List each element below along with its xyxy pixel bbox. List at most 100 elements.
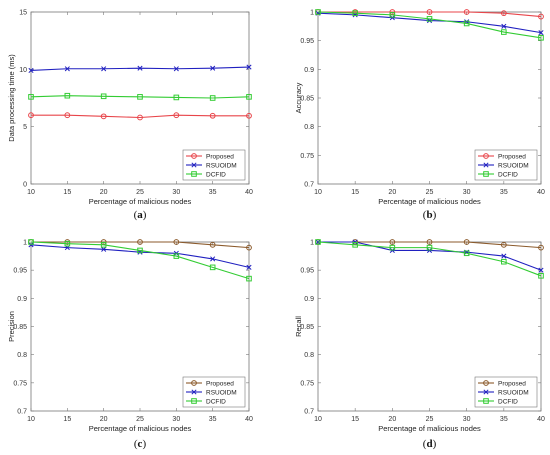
data-point: [426, 247, 433, 254]
data-point: [501, 258, 507, 265]
data-point: [101, 66, 107, 72]
data-point: [538, 13, 544, 20]
x-tick-label: 25: [426, 416, 434, 423]
x-tick-label: 20: [100, 189, 108, 196]
legend-marker: [191, 162, 197, 168]
y-tick-label: 15: [19, 10, 27, 17]
y-tick-label: 0.7: [17, 409, 27, 416]
chart-panel-a: 0 5 10 15 10 15 20 25 30 35 40 Percentage of malici…: [7, 10, 253, 222]
y-axis-label: Accuracy: [294, 82, 303, 113]
y-tick-label: 1: [310, 10, 314, 17]
y-tick-label: 0.8: [304, 124, 314, 131]
data-point: [352, 242, 358, 248]
y-tick-label: 0.85: [13, 324, 27, 331]
series-line: [31, 114, 249, 119]
data-point: [210, 65, 216, 71]
x-tick-label: 25: [136, 416, 144, 423]
panel-caption-letter: a: [137, 209, 143, 221]
legend-marker: [191, 389, 197, 395]
data-point: [64, 92, 71, 99]
legend-marker: [191, 171, 197, 177]
data-point: [246, 64, 252, 70]
legend-entry: Proposed: [206, 153, 234, 160]
data-point: [209, 241, 216, 248]
series-rsuoidm: [315, 239, 544, 273]
panel-caption: (d): [423, 438, 437, 450]
x-axis-label: Percentage of malicious nodes: [378, 197, 481, 206]
series-rsuoidm: [28, 64, 252, 74]
data-point: [100, 113, 107, 120]
x-tick-label: 40: [245, 189, 253, 196]
legend-marker: [191, 380, 197, 386]
x-tick-label: 15: [63, 189, 71, 196]
series-line: [30, 95, 250, 99]
data-point: [501, 23, 507, 29]
legend-entry: DCFID: [498, 171, 518, 178]
data-point: [64, 240, 71, 247]
data-point: [28, 67, 34, 74]
y-tick-label: 0.75: [300, 380, 314, 387]
x-tick-label: 15: [63, 416, 71, 423]
series-line: [317, 11, 542, 39]
panel-caption: (b): [423, 209, 437, 221]
y-tick-label: 0.7: [304, 409, 314, 416]
data-point: [389, 247, 395, 254]
panel-caption: (a): [134, 209, 147, 221]
y-tick-label: 0.9: [17, 296, 27, 303]
legend-entry: Proposed: [498, 380, 526, 387]
x-tick-label: 35: [500, 189, 508, 196]
data-point: [426, 16, 433, 22]
x-tick-label: 10: [27, 416, 35, 423]
x-tick-label: 25: [426, 189, 434, 196]
legend: Proposed RSUOIDM DCFID: [182, 149, 246, 181]
legend-entry: RSUOIDM: [498, 389, 529, 396]
legend-marker: [483, 171, 489, 177]
x-tick-label: 10: [314, 416, 322, 423]
data-point: [315, 9, 321, 15]
data-point: [28, 94, 34, 100]
x-tick-label: 25: [136, 189, 144, 196]
legend-marker: [483, 398, 489, 404]
chart-panel-c: 0.7 0.75 0.8 0.85 0.9 0.95 1 10 15 20 25 30 35 40 Perc…: [7, 239, 253, 450]
y-tick-label: 0.75: [13, 380, 27, 387]
chart-panel-b: 0.7 0.75 0.8 0.85 0.9 0.95 1 10 15 20 25 30 35 40 Perc…: [294, 9, 545, 221]
x-tick-label: 10: [27, 189, 35, 196]
y-tick-label: 0.95: [13, 268, 27, 275]
data-point: [389, 12, 396, 18]
legend-marker: [483, 153, 489, 159]
y-axis-label: Recall: [294, 316, 303, 337]
x-tick-label: 30: [172, 189, 180, 196]
data-point: [389, 239, 396, 245]
data-point: [100, 93, 107, 100]
data-point: [246, 275, 252, 282]
legend-entry: DCFID: [206, 398, 226, 405]
y-tick-label: 1: [310, 240, 314, 247]
data-point: [426, 239, 433, 245]
data-point: [538, 30, 544, 36]
data-point: [500, 10, 507, 17]
legend-entry: Proposed: [498, 153, 526, 160]
x-tick-label: 15: [351, 416, 359, 423]
y-tick-label: 0.85: [300, 96, 314, 103]
data-point: [137, 247, 143, 254]
legend: Proposed RSUOIDM DCFID: [474, 376, 538, 408]
data-point: [538, 267, 544, 273]
data-point: [210, 256, 216, 262]
data-point: [173, 112, 180, 119]
y-tick-label: 0.7: [304, 182, 314, 189]
series-line: [317, 241, 542, 277]
y-tick-label: 0.9: [304, 296, 314, 303]
series-line: [30, 241, 250, 280]
data-point: [538, 273, 544, 279]
series-line: [31, 241, 250, 249]
chart-panel-d: 0.7 0.75 0.8 0.85 0.9 0.95 1 10 15 20 25 30 35 40 Perc…: [294, 239, 545, 450]
panel-caption-letter: d: [426, 438, 432, 450]
data-point: [137, 94, 143, 100]
x-tick-label: 30: [463, 189, 471, 196]
x-tick-label: 30: [172, 416, 180, 423]
data-point: [389, 15, 395, 21]
panel-caption-letter: b: [426, 209, 432, 221]
data-point: [209, 112, 216, 119]
y-tick-label: 0.8: [17, 352, 27, 359]
